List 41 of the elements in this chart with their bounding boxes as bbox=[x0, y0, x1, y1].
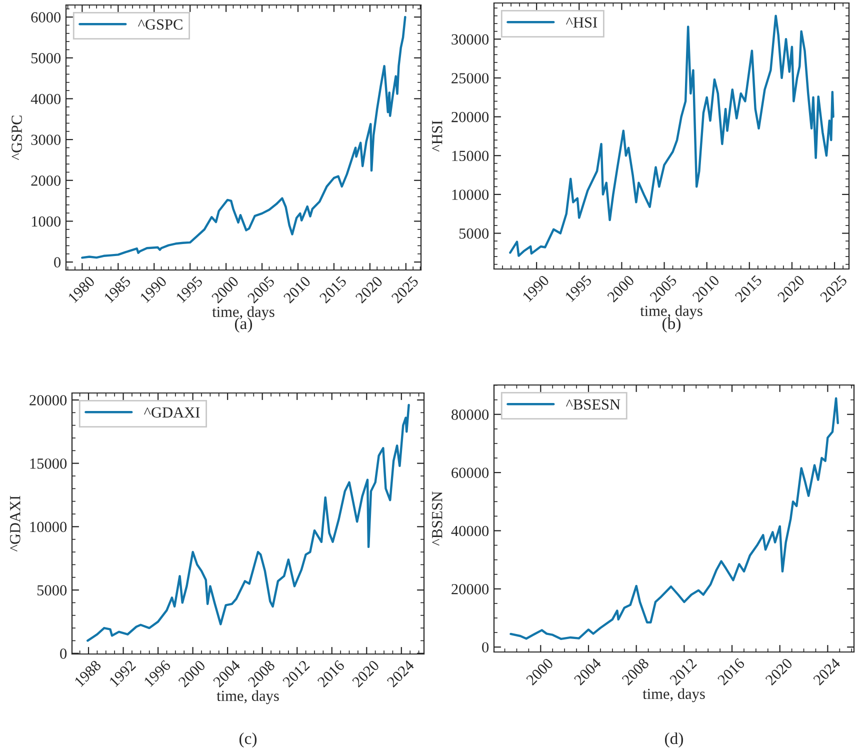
text: (b) bbox=[662, 317, 680, 333]
y-tick-label: 0 bbox=[482, 642, 489, 653]
y-tick-label: 20000 bbox=[452, 584, 489, 594]
y-tick-label: 0 bbox=[54, 257, 61, 268]
line-series bbox=[509, 14, 834, 257]
y-tick-label: 4000 bbox=[30, 94, 61, 104]
y-tick-label: 10000 bbox=[452, 190, 489, 200]
y-tick-label: 6000 bbox=[31, 12, 61, 22]
y-tick-label: 25000 bbox=[452, 73, 489, 84]
y-tick-label: 30000 bbox=[452, 34, 489, 45]
y-tick-label: 20000 bbox=[452, 112, 489, 122]
y-axis-title: ^GDAXI bbox=[10, 496, 20, 552]
y-tick-label: 0 bbox=[60, 648, 67, 659]
y-tick-label: 10000 bbox=[30, 522, 67, 532]
y-tick-label: 5000 bbox=[37, 585, 67, 596]
legend-label: ^BSESN bbox=[566, 399, 620, 410]
text: (d) bbox=[665, 732, 683, 748]
y-tick-label: 15000 bbox=[452, 150, 489, 162]
y-tick-label: 5000 bbox=[459, 228, 489, 239]
y-tick-label: 3000 bbox=[31, 134, 61, 145]
x-axis-title: time, days bbox=[216, 690, 279, 704]
legend-label: ^HSI bbox=[566, 17, 598, 28]
legend-label: ^GDAXI bbox=[144, 407, 200, 418]
x-axis-title: time, days bbox=[640, 305, 702, 320]
line-series bbox=[81, 16, 406, 259]
y-tick-label: 60000 bbox=[452, 468, 489, 478]
line-series bbox=[510, 397, 839, 640]
y-tick-label: 20000 bbox=[30, 395, 67, 406]
y-tick-label: 80000 bbox=[452, 410, 489, 420]
y-axis-title: ^BSESN bbox=[432, 491, 442, 546]
x-axis-title: time, days bbox=[642, 688, 705, 702]
y-axis-title: ^GSPC bbox=[12, 116, 22, 160]
y-tick-label: 1000 bbox=[32, 216, 61, 227]
y-tick-label: 2000 bbox=[31, 176, 61, 186]
y-tick-label: 40000 bbox=[451, 526, 489, 536]
text: (c) bbox=[239, 732, 257, 748]
line-series bbox=[86, 404, 410, 642]
y-tick-label: 5000 bbox=[31, 53, 61, 64]
legend-label: ^GSPC bbox=[138, 19, 182, 30]
y-tick-label: 15000 bbox=[30, 458, 67, 469]
y-axis-title: ^HSI bbox=[432, 120, 442, 152]
